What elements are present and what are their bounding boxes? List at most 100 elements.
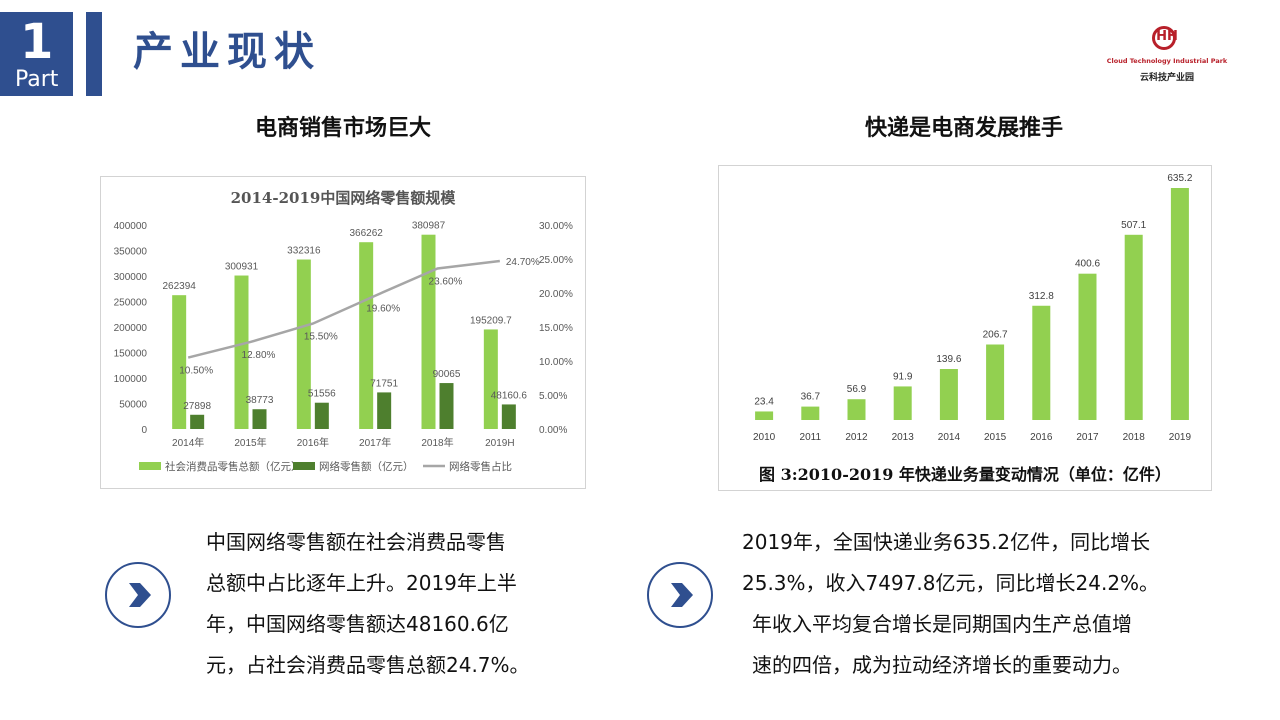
x-tick-label: 2011 — [800, 432, 822, 443]
bar-retail-total — [483, 329, 498, 429]
right-desc-line: 2019年，全国快递业务635.2亿件，同比增长 — [742, 530, 1151, 554]
bar-online-retail-label: 71751 — [370, 378, 398, 389]
right-desc-line: 速的四倍，成为拉动经济增长的重要动力。 — [752, 653, 1132, 677]
legend-swatch — [139, 462, 161, 470]
bar-online-retail-label: 48160.6 — [491, 390, 528, 401]
x-tick-label: 2017 — [1076, 432, 1099, 443]
left-desc-line: 元，占社会消费品零售总额24.7%。 — [206, 653, 530, 677]
share-line — [187, 259, 500, 359]
bar-online-retail-label: 27898 — [183, 401, 211, 412]
share-line-label: 23.60% — [429, 277, 463, 288]
logo-circle-icon — [1152, 26, 1176, 50]
part-word: Part — [15, 67, 59, 92]
part-badge: 1 Part — [0, 12, 73, 96]
express-chart: 23.4 2010 36.7 2011 56.9 2012 91.9 2013 139.6 201… — [718, 165, 1212, 491]
left-description: 中国网络零售额在社会消费品零售 总额中占比逐年上升。2019年上半 年，中国网络… — [206, 522, 530, 686]
logo-chinese-name: 云科技产业园 — [1139, 73, 1194, 83]
bar-express-volume — [1032, 305, 1051, 420]
y2-tick-label: 5.00% — [539, 391, 567, 402]
right-desc-line: 年收入平均复合增长是同期国内生产总值增 — [752, 612, 1132, 636]
left-section-title: 电商销售市场巨大 — [254, 116, 431, 141]
share-line-label: 19.60% — [366, 304, 400, 315]
x-tick-label: 2010 — [753, 432, 776, 443]
y2-tick-label: 20.00% — [539, 289, 573, 300]
y-tick-label: 150000 — [114, 349, 148, 360]
x-tick-label: 2018年 — [421, 436, 453, 449]
x-tick-label: 2013 — [892, 432, 915, 443]
bar-online-retail — [314, 402, 329, 429]
bar-express-volume-label: 139.6 — [936, 354, 961, 365]
x-tick-label: 2014 — [938, 432, 961, 443]
bar-online-retail — [190, 414, 205, 429]
bar-express-volume — [939, 369, 958, 420]
bar-express-volume — [847, 399, 866, 420]
page-title: 产业现状 — [133, 29, 321, 75]
left-desc-line: 中国网络零售额在社会消费品零售 — [206, 530, 506, 554]
bar-express-volume — [893, 386, 912, 420]
bar-express-volume — [986, 344, 1005, 420]
share-line-label: 15.50% — [304, 332, 338, 343]
bar-retail-total-label: 195209.7 — [470, 315, 512, 326]
left-arrow-icon — [105, 562, 171, 628]
bar-retail-total — [359, 242, 374, 429]
y-tick-label: 350000 — [114, 247, 148, 258]
right-section-title: 快递是电商发展推手 — [864, 116, 1063, 141]
bar-online-retail — [252, 409, 267, 429]
bar-retail-total — [296, 259, 311, 429]
right-arrow-icon — [647, 562, 713, 628]
bar-retail-total-label: 262394 — [162, 281, 196, 292]
bar-online-retail — [501, 404, 516, 429]
bar-retail-total-label: 332316 — [287, 246, 321, 257]
bar-retail-total — [172, 295, 187, 429]
bar-express-volume-label: 635.2 — [1167, 173, 1192, 184]
x-tick-label: 2019H — [485, 438, 514, 449]
y-tick-label: 400000 — [114, 221, 148, 232]
x-tick-label: 2012 — [845, 432, 868, 443]
bar-online-retail-label: 38773 — [246, 395, 274, 406]
x-tick-label: 2015年 — [234, 436, 266, 449]
bar-express-volume-label: 312.8 — [1029, 291, 1054, 302]
y2-tick-label: 10.00% — [539, 357, 573, 368]
left-desc-line: 年，中国网络零售额达48160.6亿 — [206, 612, 509, 636]
bar-retail-total-label: 366262 — [349, 228, 383, 239]
bar-express-volume-label: 206.7 — [983, 330, 1008, 341]
x-tick-label: 2016 — [1030, 432, 1053, 443]
chart-caption: 图 3:2010-2019 年快递业务量变动情况（单位：亿件） — [759, 465, 1171, 484]
left-desc-line: 总额中占比逐年上升。2019年上半 — [206, 571, 517, 595]
share-line-label: 10.50% — [179, 366, 213, 377]
express-chart-svg: 23.4 2010 36.7 2011 56.9 2012 91.9 2013 139.6 201… — [753, 173, 1193, 484]
legend-label: 网络零售额（亿元） — [319, 460, 414, 473]
y-tick-label: 100000 — [114, 374, 148, 385]
chart-title: 2014-2019中国网络零售额规模 — [231, 189, 457, 207]
bar-express-volume — [1170, 188, 1189, 420]
y-tick-label: 250000 — [114, 298, 148, 309]
bar-online-retail — [377, 392, 392, 429]
x-tick-label: 2017年 — [359, 436, 391, 449]
logo-mark: HH — [1156, 29, 1178, 44]
y2-tick-label: 30.00% — [539, 221, 573, 232]
y2-tick-label: 0.00% — [539, 425, 567, 436]
y2-tick-label: 25.00% — [539, 255, 573, 266]
x-tick-label: 2014年 — [172, 436, 204, 449]
y-tick-label: 50000 — [119, 400, 147, 411]
y-tick-label: 200000 — [114, 323, 148, 334]
bar-express-volume-label: 91.9 — [893, 371, 913, 382]
bar-online-retail-label: 90065 — [433, 369, 461, 380]
bar-express-volume — [755, 411, 774, 420]
share-line-label: 12.80% — [242, 350, 276, 361]
bar-online-retail-label: 51556 — [308, 389, 336, 400]
bar-express-volume — [1078, 273, 1097, 420]
x-tick-label: 2018 — [1123, 432, 1146, 443]
bar-express-volume — [801, 406, 820, 420]
part-number: 1 — [20, 14, 54, 70]
bar-retail-total-label: 380987 — [412, 221, 446, 232]
y-tick-label: 300000 — [114, 272, 148, 283]
x-tick-label: 2015 — [984, 432, 1007, 443]
bar-express-volume-label: 507.1 — [1121, 220, 1146, 231]
logo: HH Cloud Technology Industrial Park 云科技产… — [1104, 24, 1230, 86]
bar-express-volume-label: 23.4 — [754, 396, 774, 407]
retail-chart: 2014-2019中国网络零售额规模 0 50000 100000 150000 200… — [100, 176, 586, 489]
right-desc-line: 25.3%，收入7497.8亿元，同比增长24.2%。 — [742, 571, 1160, 595]
bar-retail-total — [234, 275, 249, 429]
bar-express-volume-label: 400.6 — [1075, 259, 1100, 270]
